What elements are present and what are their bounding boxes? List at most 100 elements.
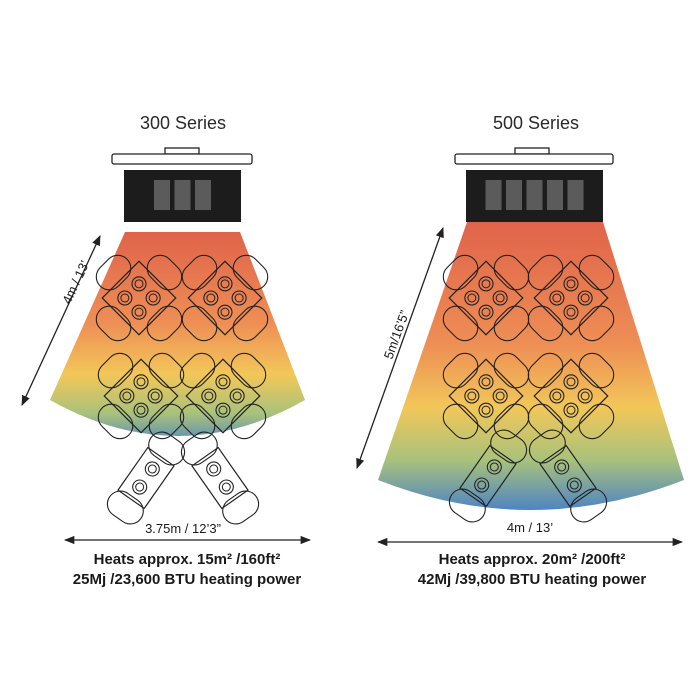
heats-text-500: Heats approx. 20m² /200ft² xyxy=(438,551,626,568)
table-top xyxy=(185,358,261,434)
cafe-table-set xyxy=(528,429,608,523)
cafe-table-set xyxy=(181,254,269,342)
plate-inner xyxy=(566,307,576,317)
plate xyxy=(133,374,149,390)
plate xyxy=(133,402,149,418)
chair xyxy=(490,429,528,464)
reach-label-300: 4m / 13’ xyxy=(59,258,92,306)
cafe-table-set xyxy=(527,352,615,440)
plate-inner xyxy=(134,307,144,317)
plate xyxy=(218,479,234,495)
chair xyxy=(527,305,564,342)
chair xyxy=(179,352,216,389)
plate-inner xyxy=(552,293,562,303)
chair xyxy=(222,490,260,525)
chair xyxy=(578,305,615,342)
chair xyxy=(527,403,564,440)
plate-inner xyxy=(234,293,244,303)
plate-inner xyxy=(218,405,228,415)
heater-unit-500 xyxy=(454,147,614,222)
width-label-500: 4m / 13’ xyxy=(507,520,553,535)
heater-panel xyxy=(526,180,543,210)
plate xyxy=(217,304,233,320)
plate-inner xyxy=(495,391,505,401)
plate-inner xyxy=(569,480,579,490)
chair xyxy=(97,403,134,440)
plate-inner xyxy=(221,482,231,492)
plate xyxy=(478,402,494,418)
table-top xyxy=(533,358,609,434)
plate xyxy=(119,388,135,404)
chair xyxy=(442,254,479,291)
chair xyxy=(106,490,144,525)
power-text-500: 42Mj /39,800 BTU heating power xyxy=(417,571,647,588)
reach-label-500: 5m/16’5” xyxy=(381,308,412,361)
chair xyxy=(493,254,530,291)
plate xyxy=(215,402,231,418)
plate-inner xyxy=(232,391,242,401)
heater-top-plate-500 xyxy=(454,153,614,165)
chair xyxy=(148,352,185,389)
chair xyxy=(146,254,183,291)
chair xyxy=(232,305,269,342)
plate xyxy=(147,388,163,404)
cafe-table-set xyxy=(180,431,260,525)
plate xyxy=(231,290,247,306)
plate xyxy=(492,388,508,404)
plate xyxy=(478,304,494,320)
plate-inner xyxy=(218,377,228,387)
plate xyxy=(474,477,490,493)
plate-inner xyxy=(209,464,219,474)
heater-bracket-300 xyxy=(164,147,200,155)
tables-500 xyxy=(442,254,615,523)
chair xyxy=(442,352,479,389)
cafe-table-set xyxy=(106,431,186,525)
plate-inner xyxy=(136,377,146,387)
plate-inner xyxy=(220,307,230,317)
chair xyxy=(528,429,566,464)
plate-inner xyxy=(122,391,132,401)
heater-panels-300 xyxy=(154,180,211,210)
chair xyxy=(181,305,218,342)
chair xyxy=(230,352,267,389)
table-top xyxy=(539,444,597,508)
chair xyxy=(232,254,269,291)
plate-inner xyxy=(481,377,491,387)
plate xyxy=(549,290,565,306)
plate-inner xyxy=(580,293,590,303)
table-top xyxy=(533,260,609,336)
plate-inner xyxy=(148,293,158,303)
heater-panel xyxy=(154,180,170,210)
plate xyxy=(206,461,222,477)
plate-inner xyxy=(467,293,477,303)
chair xyxy=(493,305,530,342)
plate-inner xyxy=(557,462,567,472)
plate xyxy=(229,388,245,404)
plate xyxy=(577,388,593,404)
plate xyxy=(492,290,508,306)
cafe-table-set xyxy=(179,352,267,440)
plate xyxy=(563,276,579,292)
plate-inner xyxy=(566,279,576,289)
chair xyxy=(527,352,564,389)
plate-inner xyxy=(481,279,491,289)
chair xyxy=(578,403,615,440)
table-top xyxy=(191,446,249,510)
series-300-group: 4m / 13’ 3.75m / 12’3” xyxy=(21,147,312,545)
table-top xyxy=(101,260,177,336)
series-500-group: 5m/16’5” 4m / 13’ xyxy=(356,147,684,547)
heater-unit-300 xyxy=(111,147,253,222)
cafe-table-set xyxy=(448,429,528,523)
plate-inner xyxy=(467,391,477,401)
heater-panel xyxy=(174,180,191,210)
plate xyxy=(144,461,160,477)
heater-panel xyxy=(195,180,211,210)
plate xyxy=(215,374,231,390)
plate xyxy=(203,290,219,306)
table-top xyxy=(448,260,524,336)
heat-cone-300 xyxy=(50,232,305,436)
chair xyxy=(578,352,615,389)
plate-inner xyxy=(147,464,157,474)
plate xyxy=(464,290,480,306)
heater-top-plate-300 xyxy=(111,153,253,165)
